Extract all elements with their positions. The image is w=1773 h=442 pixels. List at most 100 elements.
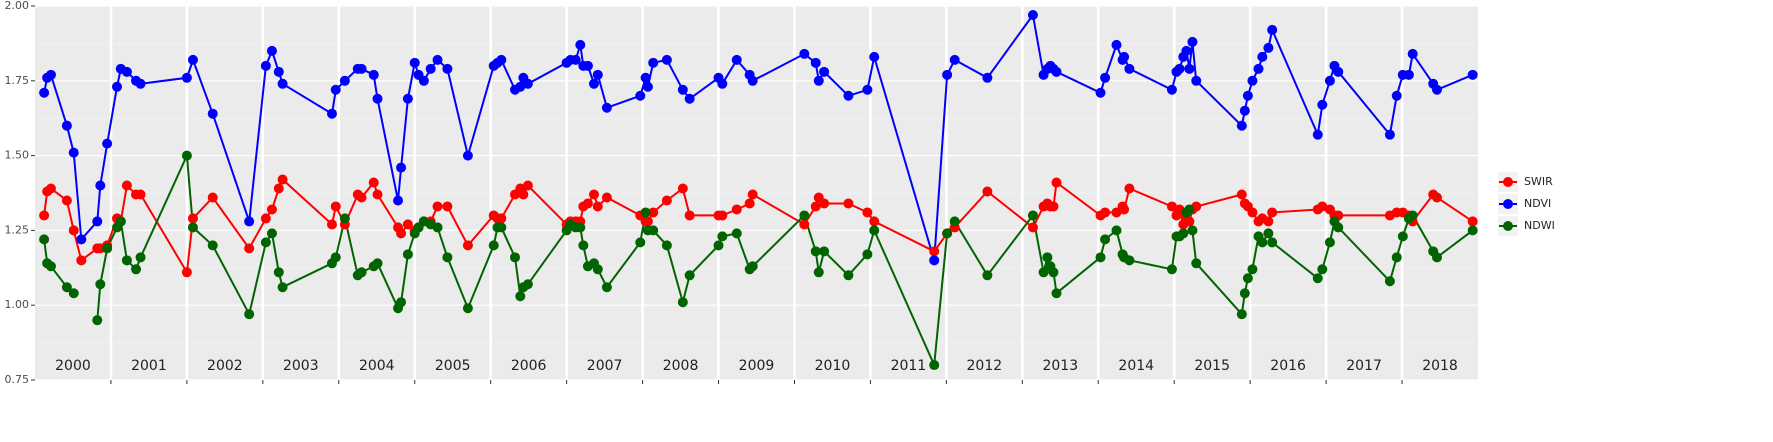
y-tick-label: 1.50 [5, 149, 30, 162]
point [1187, 36, 1198, 47]
point [45, 183, 56, 194]
point [731, 204, 742, 215]
point [402, 249, 413, 260]
x-tick-label year: 2007 [587, 358, 623, 374]
point [982, 270, 993, 281]
legend-label leg: NDWI [1524, 219, 1555, 232]
point [1407, 48, 1418, 59]
point [396, 297, 407, 308]
point [640, 207, 651, 218]
marks [39, 9, 1478, 371]
point [747, 75, 758, 86]
y-tick-label: 1.75 [5, 74, 30, 87]
point [661, 240, 672, 251]
point [601, 282, 612, 293]
point [1257, 237, 1268, 248]
point [1431, 252, 1442, 263]
point [1263, 216, 1274, 227]
point [462, 240, 473, 251]
point [515, 81, 526, 92]
legend: SWIR NDVI NDWI [1498, 172, 1555, 236]
point [642, 81, 653, 92]
point [1124, 183, 1135, 194]
point [810, 246, 821, 257]
point [207, 192, 218, 203]
point [592, 264, 603, 275]
point [1391, 252, 1402, 263]
point [744, 198, 755, 209]
point [684, 270, 695, 281]
point [1124, 63, 1135, 74]
point [432, 54, 443, 65]
point [799, 219, 810, 230]
x-tick-label year: 2005 [435, 358, 471, 374]
x-tick-label year: 2004 [359, 358, 395, 374]
point [648, 207, 659, 218]
point [1407, 210, 1418, 221]
point [677, 84, 688, 95]
point [1317, 99, 1328, 110]
point [601, 192, 612, 203]
point [1242, 273, 1253, 284]
x-tick-label year: 2003 [283, 358, 319, 374]
x-tick-label year: 2001 [131, 358, 167, 374]
point [731, 228, 742, 239]
point [942, 69, 953, 80]
point [68, 288, 79, 299]
point [1027, 210, 1038, 221]
point [135, 189, 146, 200]
point [1317, 264, 1328, 275]
point [949, 54, 960, 65]
point [488, 240, 499, 251]
point [717, 231, 728, 242]
point [1312, 129, 1323, 140]
point [1119, 204, 1130, 215]
point [575, 222, 586, 233]
x-tick-label year: 2012 [967, 358, 1003, 374]
point [1181, 45, 1192, 56]
point [442, 63, 453, 74]
point [575, 39, 586, 50]
point [266, 204, 277, 215]
point [1333, 222, 1344, 233]
point [929, 255, 940, 266]
point [1100, 207, 1111, 218]
point [1191, 258, 1202, 269]
point [45, 69, 56, 80]
point [1267, 237, 1278, 248]
point [1324, 75, 1335, 86]
point [135, 252, 146, 263]
point [1239, 288, 1250, 299]
point [1038, 267, 1049, 278]
point [942, 228, 953, 239]
point [1166, 201, 1177, 212]
point [1095, 87, 1106, 98]
point [135, 78, 146, 89]
legend-label leg: SWIR [1524, 175, 1553, 188]
point [330, 252, 341, 263]
x-tick-label year: 2008 [663, 358, 699, 374]
point [187, 213, 198, 224]
point [1267, 24, 1278, 35]
point [1100, 72, 1111, 83]
point [1048, 201, 1059, 212]
point [810, 201, 821, 212]
point [339, 213, 350, 224]
point [273, 66, 284, 77]
point [277, 78, 288, 89]
point [244, 216, 255, 227]
point [570, 54, 581, 65]
point [1263, 228, 1274, 239]
point [1263, 42, 1274, 53]
point [115, 216, 126, 227]
point [92, 315, 103, 326]
point [1242, 90, 1253, 101]
point [862, 207, 873, 218]
point [592, 201, 603, 212]
point [425, 63, 436, 74]
point [112, 81, 123, 92]
point [1051, 177, 1062, 188]
point [661, 54, 672, 65]
point [1048, 267, 1059, 278]
point [819, 198, 830, 209]
